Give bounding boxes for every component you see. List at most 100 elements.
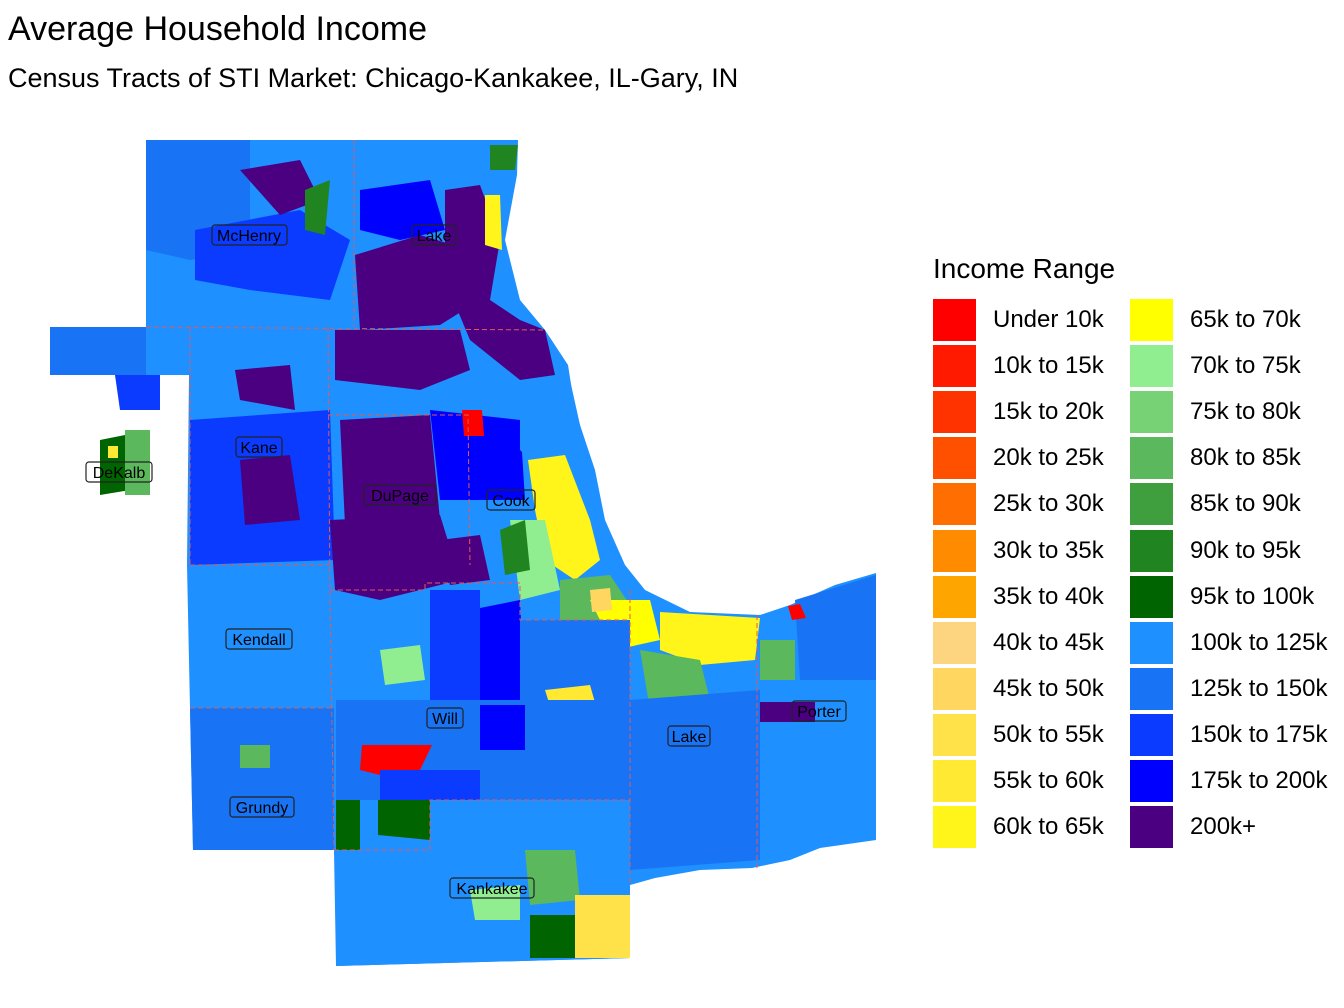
tract-under-10k	[788, 604, 806, 620]
legend-swatch	[1130, 529, 1173, 572]
tract-95-100k	[336, 800, 360, 850]
tract-150-175k	[115, 375, 160, 410]
legend-label: 125k to 150k	[1190, 674, 1328, 702]
tract-175-200k	[430, 410, 525, 500]
county-label-will: Will	[426, 707, 464, 729]
legend-title: Income Range	[933, 253, 1116, 284]
legend-swatch	[1130, 299, 1173, 342]
tract-80-85k	[240, 745, 270, 768]
county-label-grundy: Grundy	[229, 796, 295, 818]
legend-label: 50k to 55k	[993, 720, 1104, 748]
legend-swatch	[933, 806, 976, 849]
tract-200k-plus	[330, 515, 460, 600]
legend-swatch	[933, 667, 976, 710]
county-label-dekalb: DeKalb	[85, 461, 153, 483]
tract-95-100k	[305, 180, 330, 235]
legend-swatch	[933, 345, 976, 388]
legend-item: 50k to 55k	[933, 712, 1130, 758]
legend-item: 125k to 150k	[1130, 666, 1338, 712]
legend-label: 85k to 90k	[1190, 490, 1301, 518]
legend-item: 25k to 30k	[933, 481, 1130, 527]
tract-50-55k	[575, 895, 630, 958]
legend-label: 25k to 30k	[993, 490, 1104, 518]
legend-item: 15k to 20k	[933, 389, 1130, 435]
border-kane-dupage	[327, 326, 331, 601]
legend-swatch	[933, 437, 976, 480]
tract-95-100k	[530, 915, 575, 958]
tract-60-65k	[485, 195, 502, 250]
tract-175-200k	[480, 705, 525, 750]
legend-item: 60k to 65k	[933, 804, 1130, 850]
legend-item: 150k to 175k	[1130, 712, 1338, 758]
tract-150-175k	[380, 770, 480, 800]
county-label-kane: Kane	[235, 436, 283, 458]
legend-label: 75k to 80k	[1190, 398, 1301, 426]
legend-item: 35k to 40k	[933, 574, 1130, 620]
legend-label: 15k to 20k	[993, 398, 1104, 426]
legend-swatch	[933, 713, 976, 756]
tract-90-95k	[490, 145, 518, 170]
legend-label: 65k to 70k	[1190, 306, 1301, 334]
tract-150-175k	[430, 590, 480, 700]
legend-item: 55k to 60k	[933, 758, 1130, 804]
border-will-kankakee	[334, 799, 630, 851]
legend-column-2: 65k to 70k 70k to 75k 75k to 80k 80k to …	[1130, 297, 1338, 850]
legend-swatch	[933, 299, 976, 342]
svg-text:Lake: Lake	[672, 729, 707, 746]
legend-label: 10k to 15k	[993, 352, 1104, 380]
legend-columns: Under 10k 10k to 15k 15k to 20k 20k to 2…	[933, 297, 1338, 850]
tract-80-85k	[640, 650, 710, 710]
legend-label: 200k+	[1190, 813, 1257, 841]
border-north-row	[145, 326, 546, 331]
tract-200k-plus	[760, 702, 815, 722]
tract-125-150k	[190, 708, 334, 850]
income-choropleth-map: McHenry Lake DeKalb Kane DuPage Cook Ken…	[50, 140, 876, 966]
legend-label: 45k to 50k	[993, 674, 1104, 702]
tract-200k-plus	[340, 415, 440, 525]
tract-150-175k	[195, 210, 350, 300]
legend-column-1: Under 10k 10k to 15k 15k to 20k 20k to 2…	[933, 297, 1130, 850]
legend-item: 20k to 25k	[933, 435, 1130, 481]
legend-swatch	[933, 759, 976, 802]
legend-label: 60k to 65k	[993, 813, 1104, 841]
county-label-porter: Porter	[791, 700, 847, 722]
county-label-mchenry: McHenry	[211, 224, 288, 246]
svg-text:Kane: Kane	[240, 440, 277, 457]
svg-text:Kendall: Kendall	[232, 632, 285, 649]
tract-125-150k	[630, 690, 760, 870]
tract-80-85k	[525, 850, 580, 905]
legend-swatch	[933, 529, 976, 572]
map-subtitle: Census Tracts of STI Market: Chicago-Kan…	[8, 63, 739, 93]
legend-swatch	[933, 621, 976, 664]
legend-item: 175k to 200k	[1130, 758, 1338, 804]
svg-text:McHenry: McHenry	[217, 228, 281, 245]
legend-swatch	[1130, 483, 1173, 526]
county-label-kendall: Kendall	[225, 628, 293, 650]
tract-200k-plus	[240, 160, 320, 215]
legend-item: 75k to 80k	[1130, 389, 1338, 435]
tract-55-60k	[108, 446, 118, 458]
svg-text:Cook: Cook	[492, 493, 530, 510]
border-will-cook	[330, 582, 630, 621]
legend-swatch	[933, 575, 976, 618]
tract-70-75k	[380, 645, 425, 685]
legend-label: 40k to 45k	[993, 628, 1104, 656]
tract-60-65k	[660, 612, 760, 665]
county-label-cook: Cook	[486, 489, 536, 511]
legend-swatch	[1130, 667, 1173, 710]
legend-item: 80k to 85k	[1130, 435, 1338, 481]
legend-item: 200k+	[1130, 804, 1338, 850]
svg-text:DuPage: DuPage	[371, 488, 429, 505]
tract-200k-plus	[440, 535, 490, 585]
tract-125-150k	[50, 327, 146, 375]
tract-45-50k	[590, 588, 612, 612]
legend-label: 100k to 125k	[1190, 628, 1328, 656]
legend-swatch	[933, 483, 976, 526]
legend-label: 30k to 35k	[993, 536, 1104, 564]
tract-175-200k	[470, 600, 525, 710]
legend-swatch	[1130, 621, 1173, 664]
tract-patches	[50, 140, 876, 966]
svg-text:Lake: Lake	[417, 228, 452, 245]
legend-item: 40k to 45k	[933, 620, 1130, 666]
county-label-kankakee: Kankakee	[449, 877, 535, 899]
